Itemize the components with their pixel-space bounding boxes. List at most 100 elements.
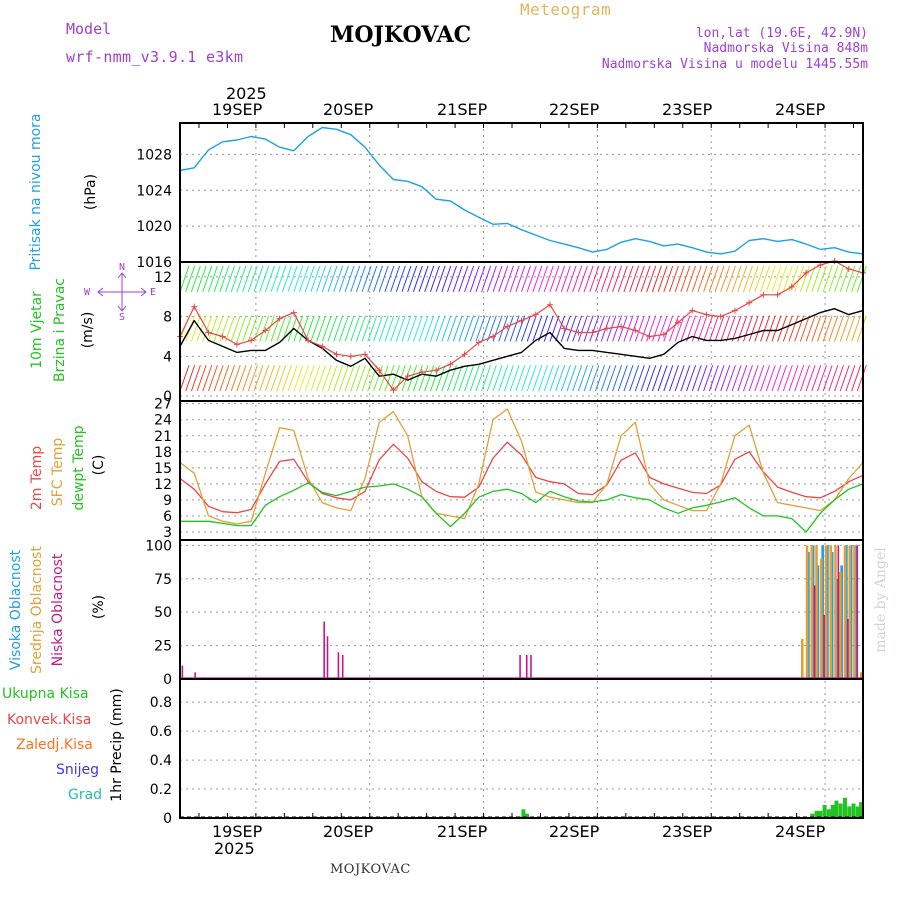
wind-ytick-label: 4 [163, 349, 172, 365]
wind-barb [481, 315, 492, 342]
wind-compass: N S W E [84, 262, 156, 324]
wind-barb [589, 365, 600, 392]
wind-barb [395, 315, 406, 342]
wind-barb [333, 365, 344, 392]
wind-barb [202, 315, 213, 342]
wind-gust-marker [219, 333, 226, 340]
cloud-low-bar [326, 636, 329, 679]
wind-barb [612, 315, 623, 342]
wind-barb [697, 315, 708, 342]
wind-barb [532, 265, 543, 292]
wind-barb [725, 265, 736, 292]
wind-barb [299, 365, 309, 392]
wind-barb [811, 365, 822, 392]
wind-barb [834, 365, 845, 392]
wind-barb [242, 265, 253, 292]
cloud-ytick-label: 75 [154, 572, 172, 588]
cloud-high-bar [821, 545, 824, 679]
wind-barb [640, 315, 651, 342]
wind-barb [851, 265, 862, 292]
wind-barb [543, 365, 554, 392]
wind-barb [281, 265, 292, 292]
wind-gust-marker [575, 329, 582, 336]
wind-barb [657, 315, 668, 342]
cloud-low-bar [530, 654, 532, 679]
wind-gust-marker [803, 269, 810, 276]
wind-barb [595, 265, 605, 292]
wind-barb [577, 315, 588, 342]
wind-barb [743, 365, 753, 392]
cloud-low-bar [341, 654, 344, 679]
wind-barb [708, 315, 719, 342]
top-date-23: 23SEP [662, 100, 713, 119]
wind-barb [384, 265, 395, 292]
wind-barb [657, 265, 668, 292]
wind-barb [646, 365, 657, 392]
wind-barb [606, 315, 617, 342]
wind-barb [549, 365, 560, 392]
wind-barb [242, 315, 253, 342]
wind-barb [577, 265, 588, 292]
wind-barb [378, 365, 389, 392]
wind-barb [276, 265, 287, 292]
wind-barb [179, 365, 190, 392]
wind-barb [367, 265, 378, 292]
wind-barb [532, 365, 543, 392]
wind-barb [714, 365, 725, 392]
wind-barb [572, 315, 583, 342]
cloud-high-bar [811, 545, 815, 679]
wind-barb [418, 265, 429, 292]
wind-barb [310, 265, 321, 292]
wind-barb [464, 315, 475, 342]
wind-gust-marker [689, 307, 696, 314]
wind-barb [350, 365, 361, 392]
wind-barb [595, 315, 605, 342]
wind-barb [350, 315, 361, 342]
wind-barb [412, 315, 423, 342]
temp-ytick-label: 9 [163, 493, 172, 509]
wind-barb [589, 265, 600, 292]
wind-barb [185, 365, 196, 392]
wind-barb [316, 265, 327, 292]
wind-barb [663, 265, 674, 292]
wind-barb [663, 315, 674, 342]
cloud-ytick-label: 25 [154, 639, 172, 655]
wind-barb [623, 365, 634, 392]
wind-barb [600, 265, 611, 292]
wind-barb [213, 315, 224, 342]
wind-barb [458, 265, 469, 292]
precip-ytick-label: 0.2 [150, 782, 172, 798]
wind-barb [788, 365, 799, 392]
wind-barb [253, 365, 264, 392]
wind-barb [338, 265, 349, 292]
wind-barb [526, 365, 537, 392]
wind-barb [851, 365, 862, 392]
cloud-mid-bar [805, 545, 809, 679]
wind-barb [782, 365, 793, 392]
wind-barb [202, 365, 213, 392]
wind-barb [355, 315, 366, 342]
wind-barb [321, 315, 332, 342]
wind-gust-marker [248, 337, 255, 344]
wind-barb [304, 365, 315, 392]
wind-barb [577, 365, 588, 392]
cloud-low-bar [823, 614, 825, 679]
wind-barb [743, 265, 753, 292]
wind-barb [646, 315, 657, 342]
wind-gust-marker [333, 351, 340, 358]
wind-barb [327, 265, 338, 292]
wind-barb [629, 365, 640, 392]
precip-ytick-label: 0.4 [150, 753, 172, 769]
compass-east: E [150, 287, 157, 298]
wind-barb [851, 315, 862, 342]
wind-barb [384, 365, 395, 392]
wind-barb [219, 265, 230, 292]
wind-barb [805, 265, 816, 292]
wind-barb [663, 365, 674, 392]
wind-barb [595, 365, 605, 392]
wind-barb [657, 365, 668, 392]
wind-barb [765, 315, 776, 342]
wind-barb [617, 265, 628, 292]
wind-barb [492, 365, 503, 392]
